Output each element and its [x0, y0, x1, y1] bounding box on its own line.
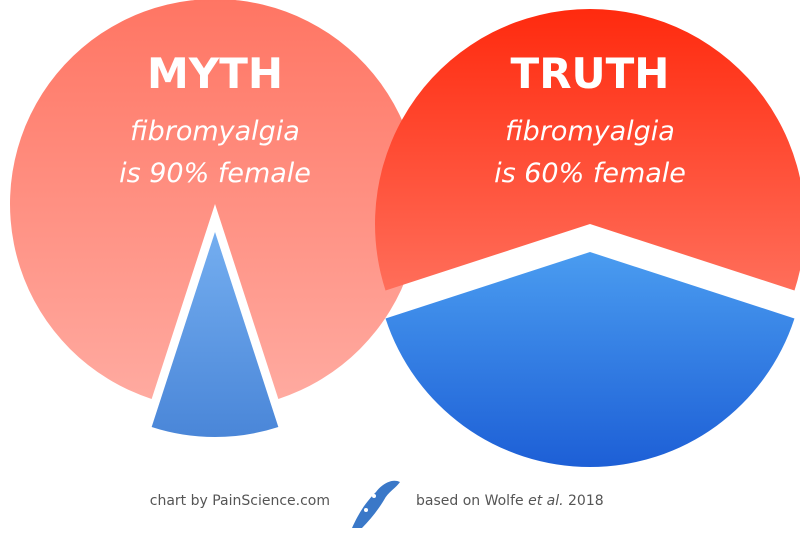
- pies: MYTH fibromyalgia is 90% female TRUTH fibrom…: [10, 0, 800, 468]
- pie-chart: MYTH fibromyalgia is 90% female: [10, 0, 420, 437]
- pie-slice: [385, 252, 795, 468]
- salamander-icon: [352, 480, 400, 528]
- pie-slice: [151, 232, 279, 437]
- pie-annotation: fibromyalgia: [505, 116, 675, 147]
- pie-slice: [375, 9, 800, 291]
- pie-slice: [10, 0, 420, 399]
- pie-annotation: fibromyalgia: [130, 116, 300, 147]
- pie-title: TRUTH: [511, 49, 670, 98]
- pie-title: MYTH: [147, 49, 283, 98]
- pie-chart: TRUTH fibromyalgia is 60% female: [375, 9, 800, 468]
- footer-source: based on Wolfe et al. 2018: [416, 493, 604, 509]
- pie-annotation: is 60% female: [494, 158, 686, 189]
- pie-annotation: is 90% female: [119, 158, 311, 189]
- footer-credit: chart by PainScience.com: [150, 493, 330, 509]
